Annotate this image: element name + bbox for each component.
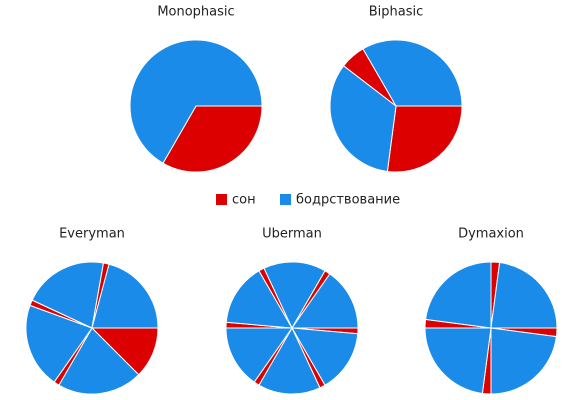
pie-title: Dymaxion (458, 227, 524, 242)
legend-label: сон (232, 193, 256, 208)
pie-slice (291, 327, 359, 386)
pie-slice (425, 261, 492, 329)
pie-slice (25, 304, 93, 383)
pie-slice (162, 105, 263, 173)
pie-slice (129, 39, 263, 164)
pie-slice (263, 261, 326, 330)
pie-slice (329, 65, 397, 172)
pie-slice (225, 327, 293, 383)
pie-title: Everyman (59, 227, 125, 242)
pie-slice (225, 270, 293, 329)
pie-title: Biphasic (369, 5, 424, 20)
pie-slice (58, 327, 140, 395)
pie-slice (291, 273, 359, 329)
pie-slice (386, 105, 463, 173)
pie-slice (362, 39, 463, 107)
legend-label: бодрствование (296, 193, 400, 208)
pie-slice (258, 326, 321, 395)
pie-slice (424, 327, 492, 394)
pie-title: Uberman (262, 227, 322, 242)
legend-swatch (216, 194, 227, 205)
pie-slice (490, 327, 557, 395)
pie-slice (490, 262, 558, 329)
pie-slice (91, 263, 159, 329)
pie-slice (31, 261, 105, 329)
pie-title: Monophasic (157, 5, 234, 20)
legend-swatch (280, 194, 291, 205)
